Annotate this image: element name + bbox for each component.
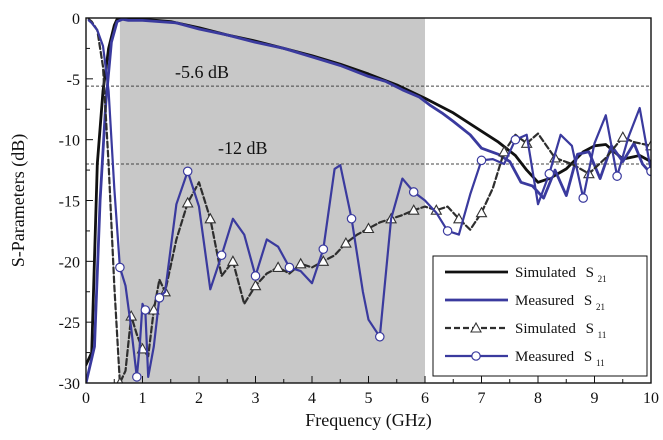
x-tick-label: 0: [82, 390, 90, 407]
measured-s11-marker: [346, 213, 357, 224]
legend-label-subscript: 11: [598, 330, 607, 340]
measured-s11-marker: [140, 305, 151, 315]
legend-item-simulated-s11: Simulated S 11: [445, 321, 606, 340]
simulated-s11-marker: [339, 236, 352, 248]
measured-s11-marker: [182, 166, 193, 177]
measured-s11-marker: [612, 171, 622, 181]
simulated-s11-marker: [147, 303, 160, 315]
simulated-s11-marker: [294, 257, 307, 269]
x-tick-label: 6: [421, 390, 429, 407]
legend-label: Simulated S 11: [515, 321, 606, 340]
measured-s11-marker: [544, 168, 555, 179]
x-tick-label: 8: [534, 390, 542, 407]
y-tick-label: -30: [59, 376, 80, 393]
measured-s11-marker: [408, 187, 419, 197]
measured-s11-marker: [578, 193, 588, 203]
simulated-s11-marker: [226, 255, 239, 266]
measured-s11-marker: [216, 250, 227, 261]
legend-item-simulated-s21: Simulated S 21: [445, 265, 607, 284]
reference-line-label-12db: -12 dB: [218, 138, 268, 158]
legend-item-measured-s11: Measured S 11: [445, 349, 605, 368]
reference-line-label-5-6db: -5.6 dB: [175, 62, 229, 82]
legend-circle-marker: [471, 351, 481, 361]
chart-legend: Simulated S 21 Measured S 21 Simulated S…: [432, 255, 648, 377]
x-tick-label: 10: [643, 390, 659, 407]
legend-label: Simulated S 21: [515, 265, 607, 284]
legend-label-subscript: 21: [598, 274, 607, 284]
measured-s11-marker: [374, 331, 385, 342]
measured-s11-marker: [510, 134, 521, 145]
y-tick-label: -5: [67, 72, 80, 89]
legend-label-s: S: [586, 321, 594, 337]
measured-s11-marker: [132, 372, 142, 382]
x-tick-label: 4: [308, 390, 316, 407]
x-tick-label: 5: [365, 390, 373, 407]
y-tick-label: -25: [59, 315, 80, 332]
x-tick-label: 7: [478, 390, 486, 407]
simulated-s11-marker: [475, 206, 488, 218]
x-tick-label: 2: [195, 390, 203, 407]
x-tick-label: 1: [139, 390, 147, 407]
legend-label-text: Measured: [515, 293, 575, 309]
measured-s11-marker: [318, 244, 329, 254]
measured-s11-marker: [115, 262, 125, 273]
simulated-s11-marker: [362, 222, 375, 234]
legend-label-text: Simulated: [515, 265, 576, 281]
simulated-s11-marker: [452, 212, 465, 224]
legend-label-text: Measured: [515, 349, 575, 365]
legend-item-measured-s21: Measured S 21: [445, 293, 605, 312]
measured-s11-marker: [154, 293, 165, 303]
simulated-s11-marker: [616, 131, 629, 142]
simulated-s11-marker: [249, 279, 262, 291]
simulated-s11-marker: [317, 255, 330, 266]
legend-label: Measured S 21: [515, 293, 605, 312]
simulated-s11-marker: [272, 261, 285, 272]
legend-label: Measured S 11: [515, 349, 605, 368]
x-tick-label: 3: [252, 390, 260, 407]
y-tick-label: -20: [59, 254, 80, 271]
series-measured-s21: [86, 18, 651, 383]
simulated-s11-marker: [181, 196, 194, 208]
measured-s11-marker: [250, 271, 261, 281]
simulated-s11-marker: [498, 145, 511, 157]
y-axis-label: S-Parameters (dB): [8, 134, 29, 267]
shaded-passband-region: [119, 18, 426, 383]
simulated-s11-marker: [204, 212, 217, 224]
simulated-s11-marker: [407, 204, 420, 215]
legend-label-subscript: 11: [596, 358, 605, 368]
legend-label-text: Simulated: [515, 321, 576, 337]
legend-label-subscript: 21: [596, 302, 605, 312]
measured-s11-marker: [442, 226, 453, 236]
legend-label-s: S: [584, 349, 592, 365]
x-axis-label: Frequency (GHz): [305, 410, 431, 431]
y-tick-label: 0: [72, 11, 80, 28]
y-tick-label: -10: [59, 133, 80, 150]
series-simulated-s11: [87, 18, 651, 383]
x-tick-label: 9: [591, 390, 599, 407]
legend-triangle-marker: [470, 321, 482, 333]
legend-label-s: S: [586, 265, 594, 281]
y-tick-label: -15: [59, 194, 80, 211]
measured-s11-marker: [284, 262, 295, 273]
measured-s11-marker: [476, 155, 487, 166]
legend-label-s: S: [584, 293, 592, 309]
